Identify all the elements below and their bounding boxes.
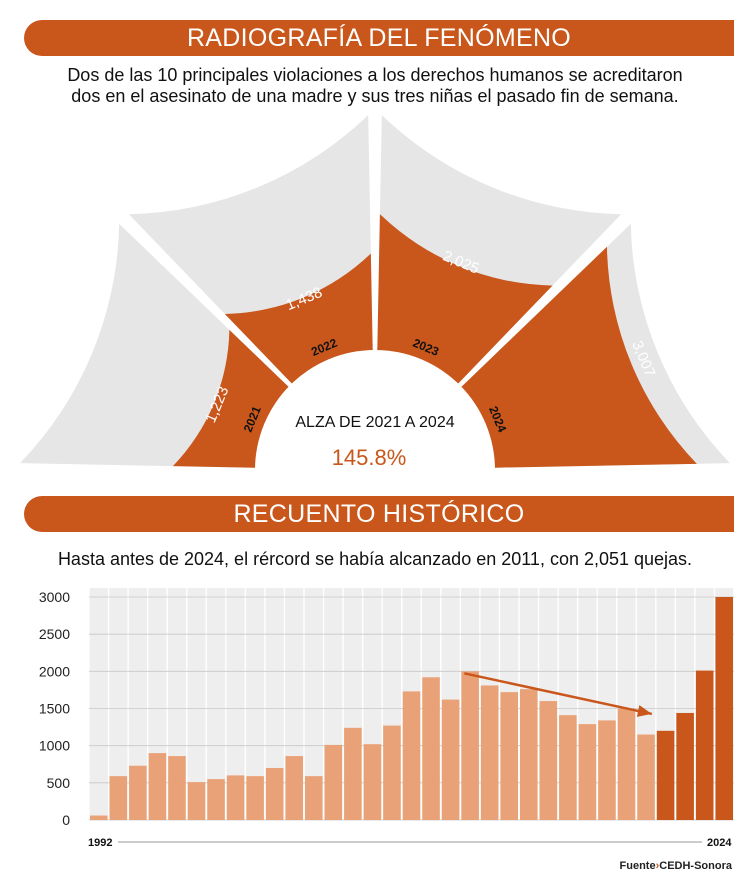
bar [578,724,597,820]
bar [207,779,225,820]
polar-center-value: 145.8% [332,445,407,470]
bar [637,734,655,820]
bar [695,670,714,820]
section-banner-radiografia: RADIOGRAFÍA DEL FENÓMENO [24,20,734,56]
y-tick-label: 500 [47,775,71,791]
bar [480,685,499,820]
radiografia-subtitle-line-1: Dos de las 10 principales violaciones a … [67,65,683,85]
recuento-subtitle: Hasta antes de 2024, el rércord se había… [57,549,693,569]
x-start-label: 1992 [88,837,112,849]
radiografia-subtitle-line-2: dos en el asesinato de una madre y sus t… [71,86,679,106]
y-tick-label: 1000 [39,738,70,754]
trend-arrow-head [636,705,652,717]
bar [617,708,636,820]
y-tick-label: 2500 [39,626,70,642]
bar [363,744,382,820]
y-tick-label: 0 [62,812,70,828]
bar [598,720,616,820]
polar-bar [461,246,697,468]
bar [402,691,421,820]
bar [90,815,108,820]
y-tick-label: 2000 [39,663,70,679]
bar [383,725,401,820]
polar-bar [172,329,289,468]
radiografia-subtitle: Dos de las 10 principales violaciones a … [20,65,730,107]
bar [168,756,186,820]
bar [148,753,167,820]
bar [129,765,147,820]
bar [559,715,577,820]
bar [500,692,518,820]
bar [109,776,128,820]
x-end-label: 2024 [707,837,732,849]
bar [461,671,479,820]
bar [187,782,206,820]
chevron-right-icon: › [655,860,660,872]
bar [422,677,440,820]
bar [226,775,245,820]
bar [520,689,538,820]
historical-bar-chart: 0 500 1000 1500 2000 2500 3000 1992 2024 [39,588,735,849]
bar [265,767,284,820]
polar-center-title: ALZA DE 2021 A 2024 [295,414,454,431]
bar [344,727,362,820]
section-banner-recuento: RECUENTO HISTÓRICO [24,496,734,532]
bar [656,730,675,820]
bar [441,699,460,820]
polar-center-hub [255,350,495,470]
bar [285,756,303,820]
source-value: CEDH-Sonora [659,860,732,872]
bar [305,776,323,820]
bar [246,776,264,820]
bar [539,701,558,820]
trend-arrow-line [464,672,653,716]
source-credit: Fuente›CEDH-Sonora [620,860,732,872]
bar [715,597,733,820]
polar-bar [377,214,553,384]
source-label: Fuente [619,860,656,872]
polar-bar [224,253,373,384]
bar [324,744,343,820]
y-tick-label: 3000 [39,589,70,605]
bar [676,712,694,820]
y-tick-label: 1500 [39,701,70,717]
